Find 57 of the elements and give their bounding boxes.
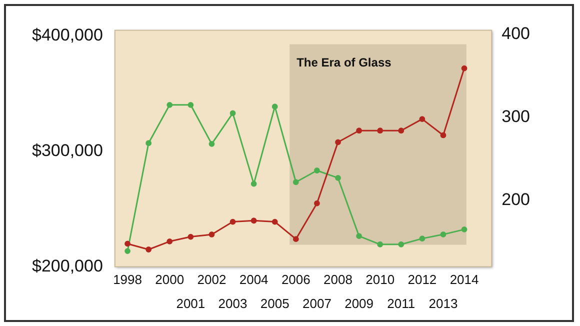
point (208, 232, 215, 238)
point (146, 140, 152, 146)
band-label: The Era of Glass (296, 56, 392, 70)
point (377, 128, 384, 134)
y2-tick-label: 200 (502, 190, 530, 210)
point (230, 110, 236, 116)
point (398, 241, 404, 248)
x2-tick-label: 2013 (428, 296, 458, 311)
point (272, 104, 278, 110)
x-tick-label: 1998 (113, 272, 142, 288)
point (356, 233, 362, 240)
point (377, 241, 384, 248)
point (188, 102, 194, 108)
x-tick-label: 2006 (281, 272, 310, 288)
x-tick-label: 2012 (408, 272, 437, 288)
point (166, 238, 173, 244)
point (356, 128, 362, 134)
x-tick-label: 2004 (239, 272, 268, 288)
point (419, 236, 426, 242)
point (398, 128, 404, 134)
y-tick-label: $200,000 (32, 256, 103, 276)
y-tick-label: $400,000 (32, 26, 103, 45)
point (335, 175, 341, 181)
x2-tick-label: 2011 (387, 296, 416, 311)
x-tick-label: 2014 (450, 272, 479, 288)
x2-tick-label: 2003 (218, 296, 248, 311)
point (440, 231, 446, 238)
point (124, 248, 130, 254)
x-tick-label: 2000 (155, 272, 184, 288)
point (250, 180, 257, 187)
point (419, 116, 426, 122)
point (440, 132, 446, 138)
point (292, 179, 299, 186)
x-tick-label: 2002 (197, 272, 226, 288)
point (335, 139, 341, 146)
point (230, 218, 236, 225)
y2-tick-label: 300 (502, 107, 530, 126)
point (208, 140, 215, 147)
point (166, 102, 173, 108)
point (461, 65, 468, 72)
point (461, 226, 468, 232)
x2-tick-label: 2009 (344, 296, 374, 311)
y-tick-label: $300,000 (32, 141, 103, 160)
x2-tick-label: 2007 (302, 296, 332, 311)
point (314, 200, 320, 206)
x2-tick-label: 2005 (260, 296, 290, 311)
point (146, 246, 152, 252)
x-tick-label: 2010 (366, 272, 395, 288)
point (124, 240, 130, 247)
point (292, 236, 299, 242)
point (250, 218, 257, 224)
point (188, 234, 194, 240)
point (272, 218, 278, 225)
y2-tick-label: 400 (502, 24, 530, 44)
point (314, 168, 320, 174)
x2-tick-label: 2001 (176, 296, 206, 311)
x-tick-label: 2008 (324, 272, 352, 288)
